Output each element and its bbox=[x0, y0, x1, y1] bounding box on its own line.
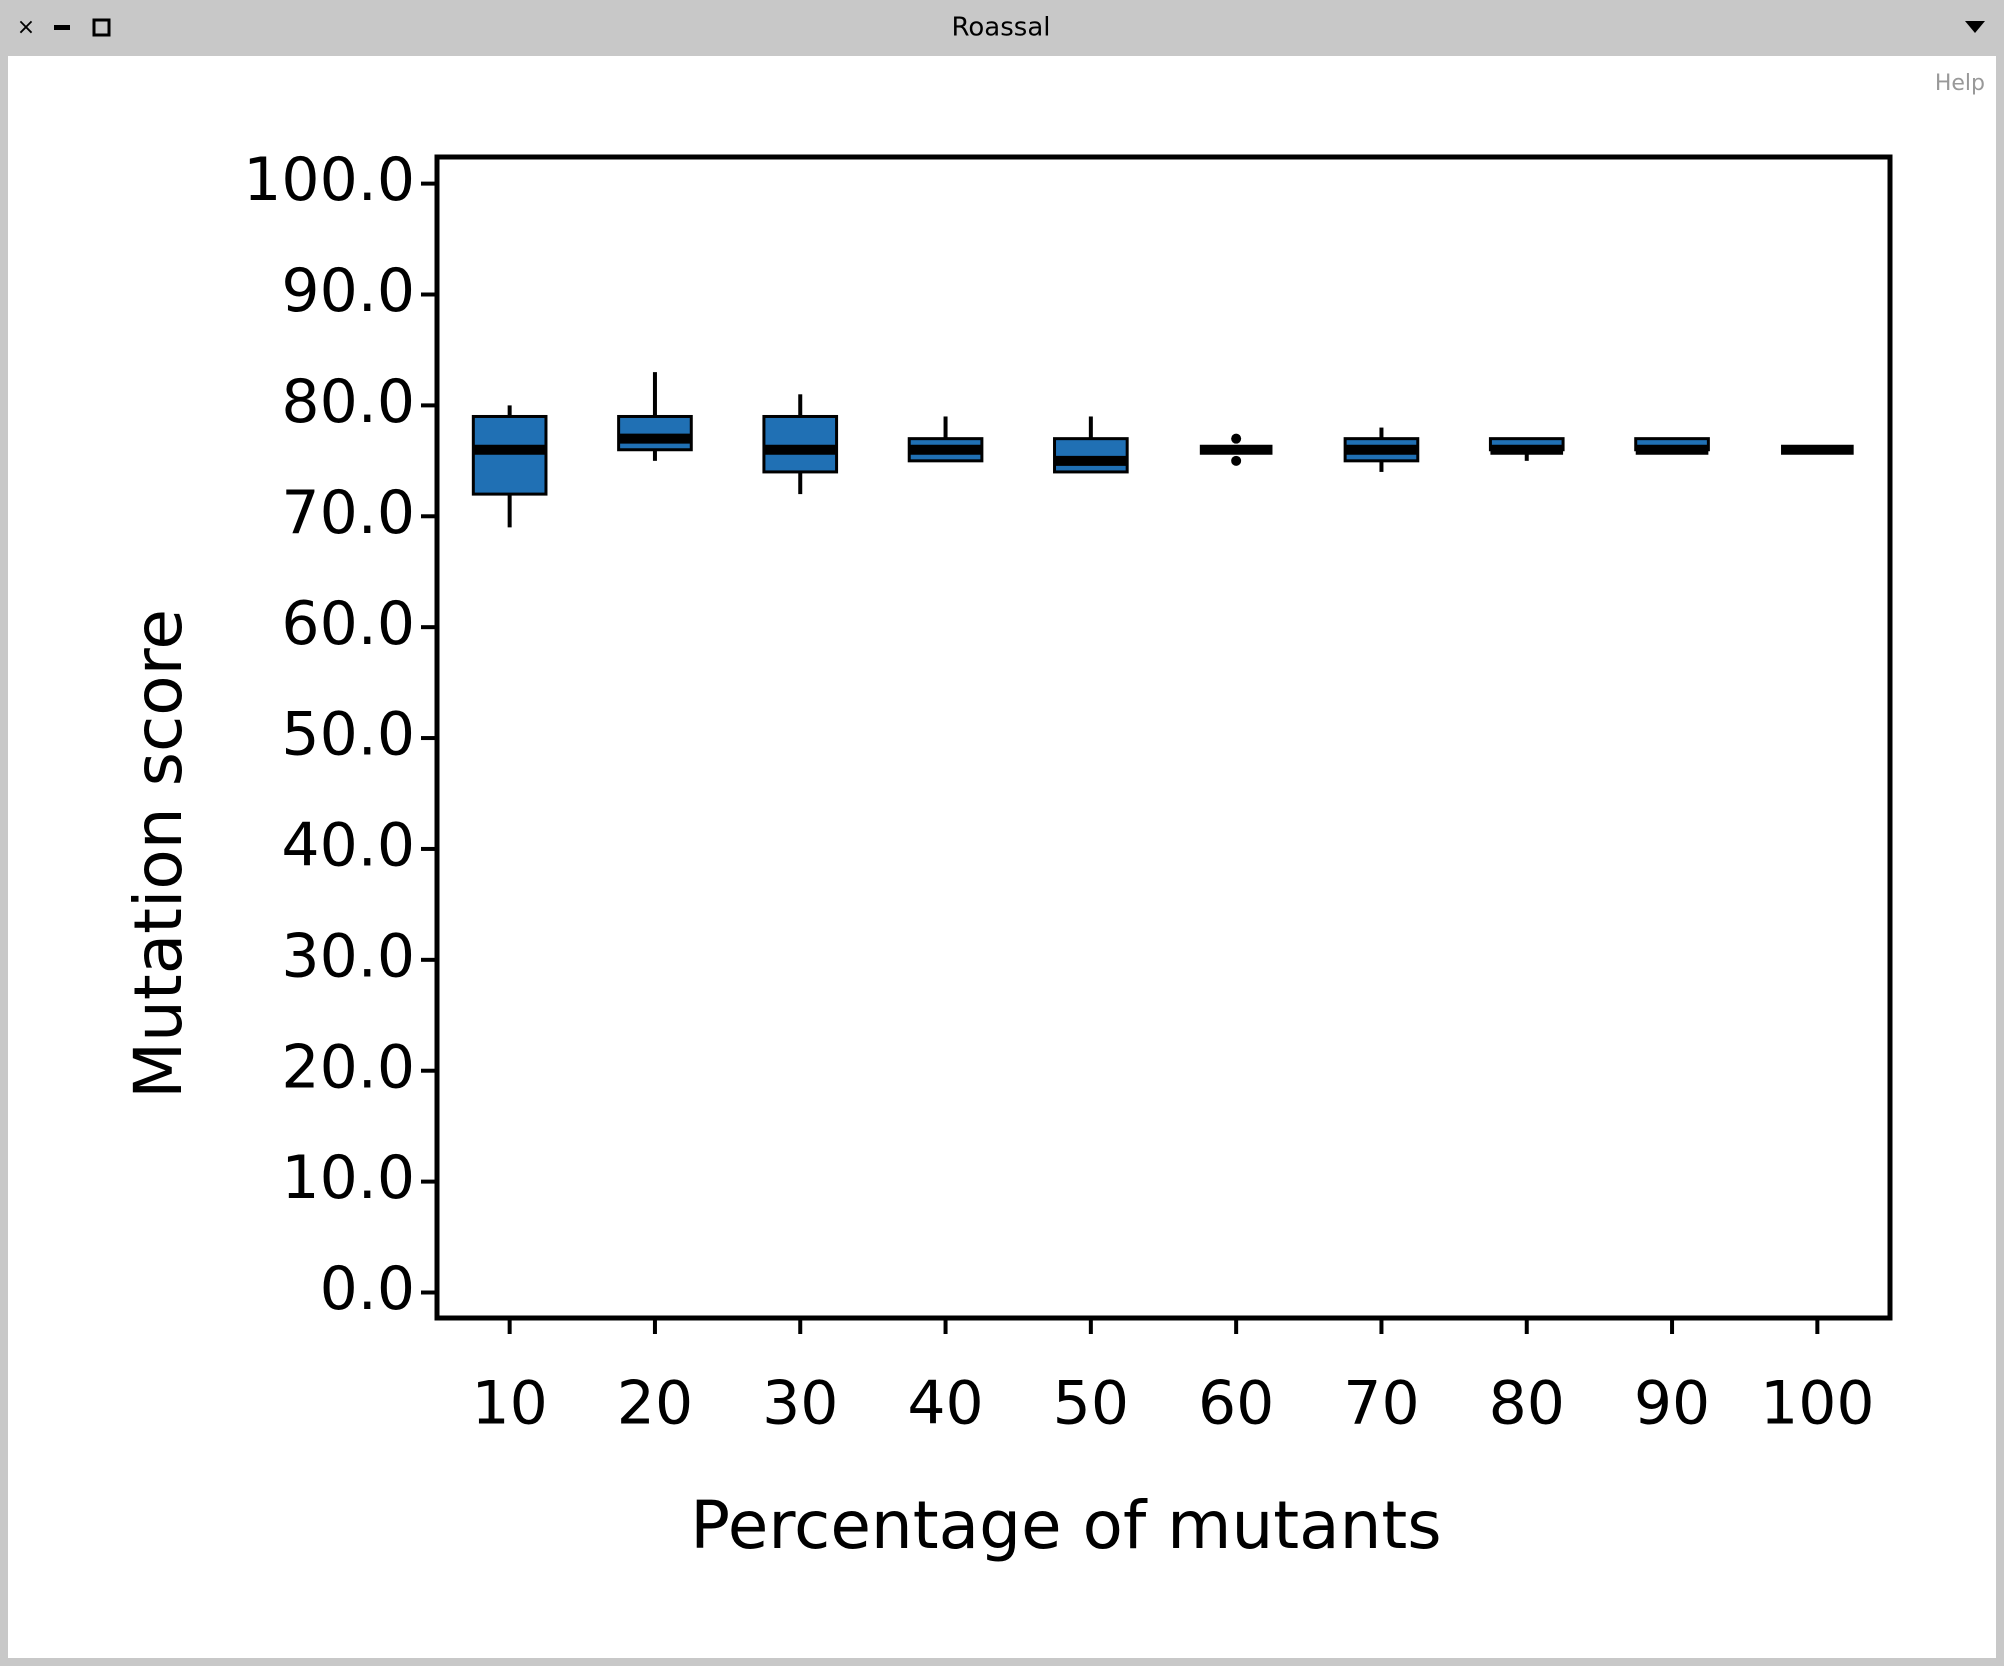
help-link[interactable]: Help bbox=[1935, 71, 1985, 96]
x-tick-label: 10 bbox=[471, 1369, 547, 1439]
y-tick-label: 60.0 bbox=[281, 589, 415, 659]
x-tick-label: 20 bbox=[617, 1369, 693, 1439]
box bbox=[617, 414, 693, 452]
maximize-button[interactable] bbox=[92, 18, 111, 37]
y-tick-label: 80.0 bbox=[281, 367, 415, 437]
chart: 0.0 10.0 20.0 30.0 40.0 50.0 60.0 70.0 80.0 90.0 1… bbox=[120, 145, 1893, 1564]
window-content bbox=[8, 56, 1996, 1658]
x-tick-label: 80 bbox=[1489, 1369, 1565, 1439]
y-axis-label: Mutation score bbox=[120, 609, 197, 1099]
x-tick-label: 90 bbox=[1634, 1369, 1710, 1439]
box bbox=[1053, 437, 1129, 474]
y-tick-label: 70.0 bbox=[281, 478, 415, 548]
y-tick-label: 10.0 bbox=[281, 1143, 415, 1213]
y-tick-label: 20.0 bbox=[281, 1032, 415, 1102]
x-tick-label: 70 bbox=[1343, 1369, 1419, 1439]
y-tick-label: 40.0 bbox=[281, 811, 415, 881]
x-tick-label: 50 bbox=[1053, 1369, 1129, 1439]
x-axis-label: Percentage of mutants bbox=[690, 1487, 1441, 1564]
x-tick-label: 100 bbox=[1760, 1369, 1875, 1439]
box bbox=[471, 414, 548, 496]
window-menu[interactable] bbox=[1965, 21, 1985, 33]
window-title: Roassal bbox=[952, 13, 1051, 43]
y-tick-label: 0.0 bbox=[320, 1254, 415, 1324]
close-button[interactable]: × bbox=[17, 15, 35, 40]
box bbox=[762, 414, 839, 474]
x-tick-label: 40 bbox=[907, 1369, 983, 1439]
y-tick-label: 90.0 bbox=[281, 256, 415, 326]
x-tick-label: 60 bbox=[1198, 1369, 1274, 1439]
y-tick-label: 100.0 bbox=[243, 145, 415, 215]
minimize-button[interactable] bbox=[54, 25, 70, 30]
flier bbox=[1231, 455, 1242, 466]
y-tick-label: 50.0 bbox=[281, 700, 415, 770]
flier bbox=[1231, 433, 1242, 444]
y-tick-label: 30.0 bbox=[281, 921, 415, 991]
x-tick-label: 30 bbox=[762, 1369, 838, 1439]
